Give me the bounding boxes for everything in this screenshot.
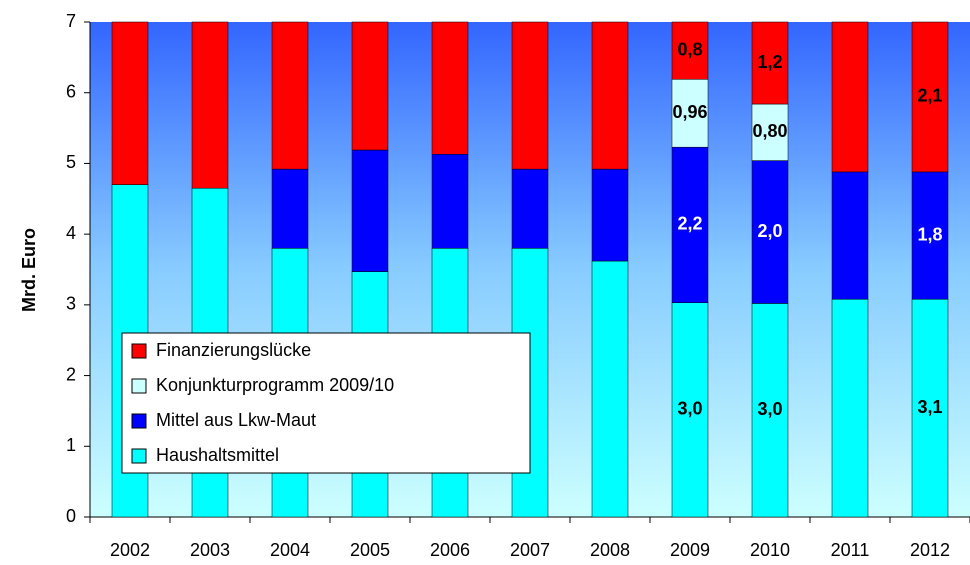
legend-label: Konjunkturprogramm 2009/10 [156,375,394,395]
bar-segment [511,168,549,249]
legend-swatch [131,378,147,394]
legend-swatch [131,343,147,359]
bar-segment [591,260,629,518]
bar-segment [831,21,869,173]
y-tick-label: 6 [66,81,76,101]
x-tick-label: 2006 [430,540,470,560]
y-tick-label: 3 [66,294,76,314]
bar-segment [511,21,549,170]
x-tick-label: 2004 [270,540,310,560]
legend-label: Haushaltsmittel [156,445,279,465]
legend-label: Mittel aus Lkw-Maut [156,410,316,430]
y-tick-label: 5 [66,152,76,172]
x-tick-label: 2010 [750,540,790,560]
bar-segment [431,153,469,249]
bar-segment [591,21,629,170]
bar-segment [671,146,709,303]
y-tick-label: 7 [66,11,76,31]
legend-swatch [131,448,147,464]
bar-segment [751,103,789,161]
y-tick-label: 0 [66,506,76,526]
bar-segment [671,21,709,80]
x-tick-label: 2007 [510,540,550,560]
bar-segment [751,21,789,105]
bar-segment [271,168,309,249]
x-tick-label: 2005 [350,540,390,560]
legend-label: Finanzierungslücke [156,340,311,360]
value-label: 1,2 [757,52,782,72]
x-tick-label: 2009 [670,540,710,560]
bar-segment [351,149,389,272]
y-tick-label: 1 [66,435,76,455]
bar-segment [671,79,709,148]
value-label: 2,0 [757,221,782,241]
bar-segment [911,171,949,300]
value-label: 0,96 [672,102,707,122]
bar-segment [351,21,389,151]
bar-segment [271,21,309,170]
value-label: 2,1 [917,86,942,106]
value-label: 0,80 [752,121,787,141]
value-label: 3,1 [917,397,942,417]
legend-box [121,332,531,474]
x-tick-label: 2002 [110,540,150,560]
y-axis-label: Mrd. Euro [19,228,39,312]
value-label: 0,8 [677,39,702,59]
bar-segment [591,168,629,262]
value-label: 1,8 [917,224,942,244]
bar-segment [911,21,949,173]
bar-segment [831,298,869,518]
legend-swatch [131,413,147,429]
bar-segment [751,160,789,304]
value-label: 3,0 [757,399,782,419]
bar-segment [671,302,709,518]
x-tick-label: 2003 [190,540,230,560]
y-tick-label: 2 [66,364,76,384]
bar-segment [431,21,469,155]
x-tick-label: 2008 [590,540,630,560]
bar-segment [111,21,149,185]
bar-segment [751,303,789,518]
x-tick-label: 2011 [831,540,870,560]
value-label: 3,0 [677,399,702,419]
x-tick-label: 2012 [910,540,950,560]
value-label: 2,2 [677,214,702,234]
y-tick-label: 4 [66,223,76,243]
bar-segment [831,171,869,300]
bar-segment [191,21,229,189]
bar-segment [911,298,949,518]
